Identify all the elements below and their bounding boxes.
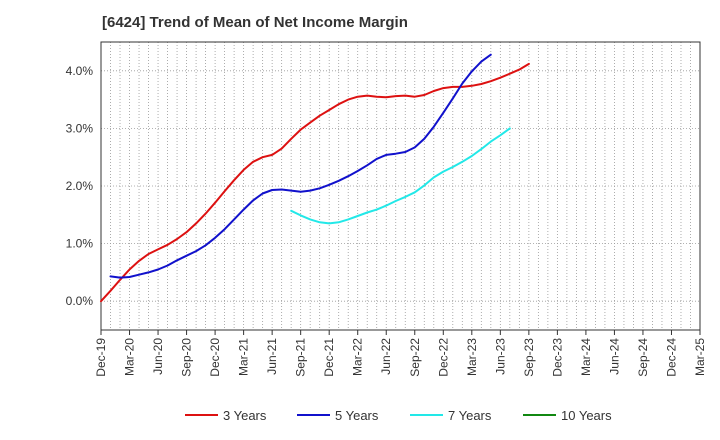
series-layer: [100, 53, 530, 303]
x-tick-label: Mar-24: [579, 338, 593, 376]
series-line-7-years: [290, 127, 511, 225]
x-tick-label: Dec-19: [94, 338, 108, 377]
x-tick-label: Mar-22: [351, 338, 365, 376]
x-tick-label: Sep-23: [522, 338, 536, 377]
x-tick-label: Dec-24: [664, 338, 678, 377]
series-line-3-years: [100, 62, 530, 303]
x-tick-label: Dec-20: [208, 338, 222, 377]
legend-label: 7 Years: [448, 408, 492, 423]
x-tick-label: Dec-22: [436, 338, 450, 377]
series-line-5-years: [109, 53, 492, 279]
x-tick-label: Dec-23: [550, 338, 564, 377]
legend-layer: 3 Years 5 Years 7 Years 10 Years: [185, 408, 612, 423]
x-tick-label: Mar-21: [237, 338, 251, 376]
legend-label: 3 Years: [223, 408, 267, 423]
y-tick-label: 3.0%: [66, 121, 94, 135]
legend-label: 10 Years: [561, 408, 612, 423]
y-tick-label: 1.0%: [66, 237, 94, 251]
x-tick-label: Dec-21: [322, 338, 336, 377]
x-tick-label: Jun-23: [493, 338, 507, 375]
x-tick-label: Jun-20: [151, 338, 165, 375]
y-tick-label: 0.0%: [66, 294, 94, 308]
x-tick-label: Sep-24: [636, 338, 650, 377]
x-tick-label: Sep-21: [294, 338, 308, 377]
y-tick-label: 4.0%: [66, 64, 94, 78]
grid-layer: [101, 42, 700, 330]
x-tick-label: Jun-24: [607, 338, 621, 375]
x-tick-label: Jun-21: [265, 338, 279, 375]
legend-label: 5 Years: [335, 408, 379, 423]
x-tick-label: Sep-22: [408, 338, 422, 377]
chart-title: [6424] Trend of Mean of Net Income Margi…: [102, 14, 408, 31]
x-tick-label: Mar-23: [465, 338, 479, 376]
x-tick-label: Jun-22: [379, 338, 393, 375]
x-tick-label: Mar-20: [123, 338, 137, 376]
x-tick-label: Sep-20: [180, 338, 194, 377]
axis-layer: 0.0% 1.0% 2.0% 3.0% 4.0% Dec-19 Mar-20 Jun-20 Se…: [66, 41, 707, 377]
plot-frame: [100, 41, 701, 331]
y-tick-label: 2.0%: [66, 179, 94, 193]
x-tick-label: Mar-25: [693, 338, 707, 376]
